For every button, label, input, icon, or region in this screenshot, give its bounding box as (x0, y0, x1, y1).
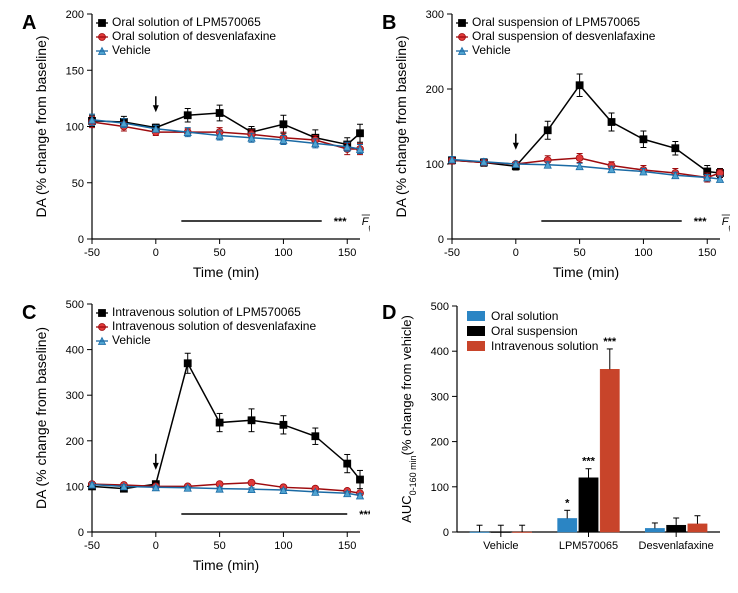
svg-text:200: 200 (426, 84, 444, 96)
svg-text:-50: -50 (444, 247, 460, 259)
svg-text:Fgroup(1,14)=9.379: Fgroup(1,14)=9.379 (362, 216, 370, 232)
svg-text:***: *** (582, 456, 596, 468)
svg-text:Vehicle: Vehicle (483, 540, 518, 552)
chart-c: 0100200300400500-50050100150Time (min)DA… (30, 300, 370, 578)
svg-text:200: 200 (66, 436, 84, 448)
svg-text:400: 400 (431, 346, 449, 358)
svg-text:200: 200 (431, 437, 449, 449)
svg-text:Time (min): Time (min) (193, 557, 259, 573)
svg-text:0: 0 (78, 234, 84, 246)
svg-text:***: *** (359, 509, 370, 521)
svg-text:100: 100 (66, 481, 84, 493)
svg-text:LPM570065: LPM570065 (559, 540, 618, 552)
svg-text:100: 100 (426, 159, 444, 171)
chart-b: 0100200300-50050100150Time (min)DA (% ch… (390, 10, 730, 285)
svg-text:Intravenous solution: Intravenous solution (491, 339, 598, 353)
svg-text:500: 500 (66, 300, 84, 311)
svg-text:Vehicle: Vehicle (472, 43, 511, 57)
svg-text:150: 150 (338, 540, 356, 552)
svg-text:300: 300 (426, 10, 444, 21)
svg-text:-50: -50 (84, 540, 100, 552)
svg-text:300: 300 (66, 390, 84, 402)
svg-text:400: 400 (66, 345, 84, 357)
svg-text:Time (min): Time (min) (553, 264, 619, 280)
svg-text:150: 150 (66, 65, 84, 77)
svg-text:50: 50 (573, 247, 585, 259)
svg-text:Oral suspension of desvenlafax: Oral suspension of desvenlafaxine (472, 29, 656, 43)
svg-text:-50: -50 (84, 247, 100, 259)
svg-text:***: *** (603, 336, 617, 348)
svg-text:DA (% change from baseline): DA (% change from baseline) (33, 327, 49, 509)
svg-text:100: 100 (431, 482, 449, 494)
svg-text:DA (% change from baseline): DA (% change from baseline) (393, 35, 409, 217)
svg-text:Vehicle: Vehicle (112, 333, 151, 347)
svg-text:300: 300 (431, 391, 449, 403)
svg-text:***: *** (334, 216, 348, 228)
svg-text:500: 500 (431, 301, 449, 313)
svg-text:200: 200 (66, 10, 84, 21)
svg-text:100: 100 (274, 247, 292, 259)
svg-text:0: 0 (438, 234, 444, 246)
svg-text:Intravenous solution of LPM570: Intravenous solution of LPM570065 (112, 305, 301, 319)
svg-text:50: 50 (213, 540, 225, 552)
svg-text:Oral solution of LPM570065: Oral solution of LPM570065 (112, 15, 261, 29)
svg-text:Time (min): Time (min) (193, 264, 259, 280)
svg-text:50: 50 (213, 247, 225, 259)
svg-text:100: 100 (634, 247, 652, 259)
svg-text:DA (% change from baseline): DA (% change from baseline) (33, 35, 49, 217)
svg-text:50: 50 (72, 178, 84, 190)
svg-text:Intravenous solution of desven: Intravenous solution of desvenlafaxine (112, 319, 316, 333)
svg-text:*: * (565, 497, 570, 509)
svg-text:0: 0 (153, 247, 159, 259)
svg-text:0: 0 (513, 247, 519, 259)
svg-text:Vehicle: Vehicle (112, 43, 151, 57)
svg-text:0: 0 (78, 527, 84, 539)
svg-text:Oral suspension: Oral suspension (491, 324, 578, 338)
svg-text:Fgroup(1,14)=469.245: Fgroup(1,14)=469.245 (722, 216, 730, 232)
bar-chart-d: 0 100 200 300 400 500 AUC0-160 min(% change fr… (395, 300, 730, 578)
svg-text:Oral solution: Oral solution (491, 309, 558, 323)
svg-text:Oral solution of desvenlafaxin: Oral solution of desvenlafaxine (112, 29, 276, 43)
svg-text:Oral suspension of LPM570065: Oral suspension of LPM570065 (472, 15, 640, 29)
svg-text:AUC0-160 min(% change from veh: AUC0-160 min(% change from vehicle) (399, 315, 418, 523)
svg-text:100: 100 (274, 540, 292, 552)
svg-text:100: 100 (66, 122, 84, 134)
chart-a: 050100150200-50050100150Time (min)DA (% … (30, 10, 370, 285)
svg-text:Desvenlafaxine: Desvenlafaxine (639, 540, 714, 552)
svg-text:0: 0 (153, 540, 159, 552)
svg-text:150: 150 (338, 247, 356, 259)
svg-text:0: 0 (443, 527, 449, 539)
svg-text:***: *** (694, 216, 708, 228)
svg-text:150: 150 (698, 247, 716, 259)
